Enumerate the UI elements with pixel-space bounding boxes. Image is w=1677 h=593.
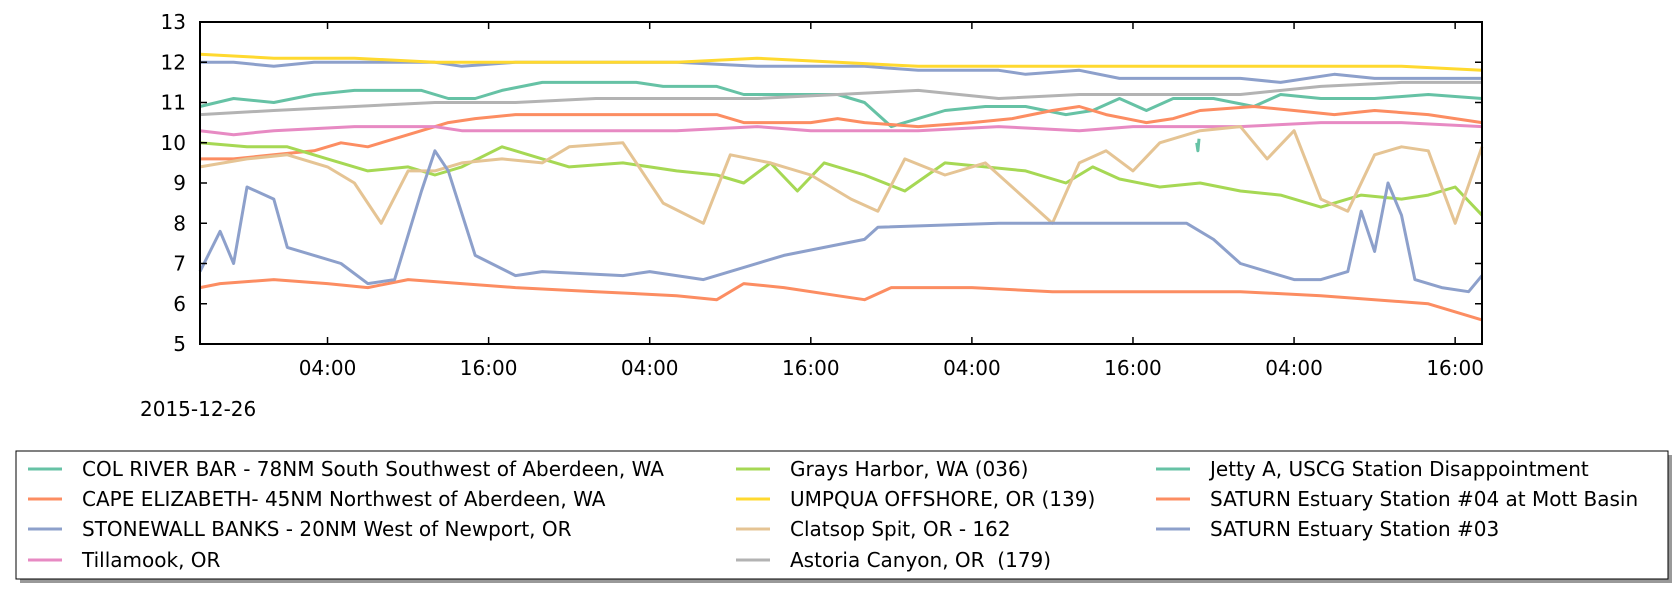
- legend-label: Grays Harbor, WA (036): [790, 457, 1028, 481]
- y-tick-label: 12: [161, 50, 186, 74]
- series-line-4: [199, 121, 1483, 137]
- legend: COL RIVER BAR - 78NM South Southwest of …: [15, 450, 1672, 583]
- series-line-5: [199, 141, 1484, 217]
- legend-label: Jetty A, USCG Station Disappointment: [1208, 457, 1589, 481]
- x-axis: 04:00 16:00 04:00 16:00 04:00 16:00 04:00 16:00: [299, 22, 1484, 380]
- legend-label: CAPE ELIZABETH- 45NM Northwest of Aberde…: [82, 487, 606, 511]
- x-tick-label: 16:00: [1104, 356, 1162, 380]
- legend-label: Clatsop Spit, OR - 162: [790, 517, 1011, 541]
- legend-label: UMPQUA OFFSHORE, OR (139): [790, 487, 1095, 511]
- series-line-1: [199, 80, 1483, 129]
- y-tick-label: 9: [173, 171, 186, 195]
- y-tick-label: 5: [173, 332, 186, 356]
- series-layer: [198, 52, 1484, 322]
- x-tick-label: 16:00: [1426, 356, 1484, 380]
- series-line-11: [198, 149, 1484, 294]
- series-line-9: [1195, 138, 1201, 153]
- series-line-2: [200, 105, 1483, 161]
- date-label: 2015-12-26: [140, 397, 256, 421]
- series-line-10: [199, 278, 1483, 322]
- series-line-7: [199, 125, 1484, 225]
- legend-label: SATURN Estuary Station #04 at Mott Basin: [1210, 487, 1638, 511]
- y-tick-label: 8: [173, 211, 186, 235]
- x-tick-label: 04:00: [943, 356, 1001, 380]
- y-tick-label: 11: [161, 91, 186, 115]
- y-tick-label: 13: [161, 10, 186, 34]
- legend-label: STONEWALL BANKS - 20NM West of Newport, …: [82, 517, 572, 541]
- series-line-6: [199, 52, 1483, 72]
- y-axis: 5 6 7 8 9 10 11 12 13: [161, 10, 1482, 356]
- series-line-8: [199, 80, 1482, 117]
- legend-box: [15, 450, 1669, 580]
- legend-label: COL RIVER BAR - 78NM South Southwest of …: [82, 457, 664, 481]
- x-tick-label: 04:00: [299, 356, 357, 380]
- legend-entries: COL RIVER BAR - 78NM South Southwest of …: [28, 457, 1638, 572]
- y-tick-label: 6: [173, 292, 186, 316]
- x-tick-label: 16:00: [782, 356, 840, 380]
- legend-label: Tillamook, OR: [81, 548, 221, 572]
- legend-label: Astoria Canyon, OR (179): [790, 548, 1051, 572]
- x-tick-label: 04:00: [1265, 356, 1323, 380]
- y-tick-label: 7: [173, 252, 186, 276]
- y-tick-label: 10: [161, 131, 186, 155]
- x-tick-label: 04:00: [621, 356, 679, 380]
- x-tick-label: 16:00: [460, 356, 518, 380]
- legend-label: SATURN Estuary Station #03: [1210, 517, 1499, 541]
